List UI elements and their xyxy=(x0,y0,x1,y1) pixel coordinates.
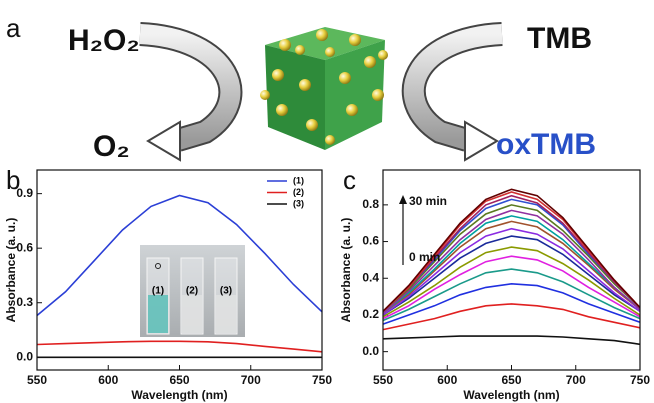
x-tick-label: 700 xyxy=(241,373,261,387)
inset-label: (1) xyxy=(152,286,164,297)
x-tick-label: 650 xyxy=(501,373,521,387)
x-tick-label: 650 xyxy=(169,373,189,387)
inset-label: (2) xyxy=(186,286,198,297)
product-right: oxTMB xyxy=(496,128,596,161)
panel-label: c xyxy=(343,165,356,195)
x-axis-label: Wavelength (nm) xyxy=(131,388,227,402)
series-line xyxy=(383,336,640,344)
y-tick-label: 0.4 xyxy=(362,270,379,284)
scheme: a H₂O₂ O₂ TMB oxTMB xyxy=(6,13,596,163)
cuvette-liquid xyxy=(148,295,168,333)
x-tick-label: 550 xyxy=(373,373,393,387)
y-tick-label: 0.2 xyxy=(362,307,379,321)
arrow-left-fill xyxy=(140,34,230,140)
reactant-right: TMB xyxy=(527,22,592,55)
x-tick-label: 750 xyxy=(630,373,650,387)
y-tick-label: 0.0 xyxy=(16,349,33,363)
y-tick-label: 0.8 xyxy=(362,197,379,211)
y-tick-label: 0.3 xyxy=(16,295,33,309)
y-tick-label: 0.9 xyxy=(16,186,33,200)
arrowhead-left xyxy=(148,122,180,160)
arrowhead-right xyxy=(465,122,497,160)
annotation: 30 min xyxy=(409,194,447,208)
x-tick-label: 600 xyxy=(437,373,457,387)
product-left: O₂ xyxy=(93,130,130,163)
cube xyxy=(260,27,388,150)
x-tick-label: 550 xyxy=(27,373,47,387)
x-tick-label: 600 xyxy=(98,373,118,387)
x-tick-label: 700 xyxy=(566,373,586,387)
legend-label: (2) xyxy=(293,187,304,197)
x-axis-label: Wavelength (nm) xyxy=(463,388,559,402)
x-tick-label: 750 xyxy=(312,373,332,387)
series-line xyxy=(37,341,322,352)
arrow-right-fill xyxy=(414,34,502,140)
annotation: 0 min xyxy=(409,250,440,264)
figure: a H₂O₂ O₂ TMB oxTMB bAbsorbance (a. u.)W… xyxy=(0,0,654,403)
inset-photo: (1) (2) (3) xyxy=(140,245,245,337)
cuvette-liquid xyxy=(182,295,202,333)
panel-label: a xyxy=(6,13,21,43)
y-tick-label: 0.6 xyxy=(362,234,379,248)
legend-label: (3) xyxy=(293,198,304,208)
time-arrowhead xyxy=(399,195,407,204)
y-tick-label: 0.6 xyxy=(16,240,33,254)
reactant-left: H₂O₂ xyxy=(68,24,140,57)
inset-label: (3) xyxy=(220,286,232,297)
y-axis-label: Absorbance (a. u.) xyxy=(339,218,353,323)
y-tick-label: 0.0 xyxy=(362,344,379,358)
cuvette-liquid xyxy=(216,295,236,333)
legend-label: (1) xyxy=(293,175,304,185)
